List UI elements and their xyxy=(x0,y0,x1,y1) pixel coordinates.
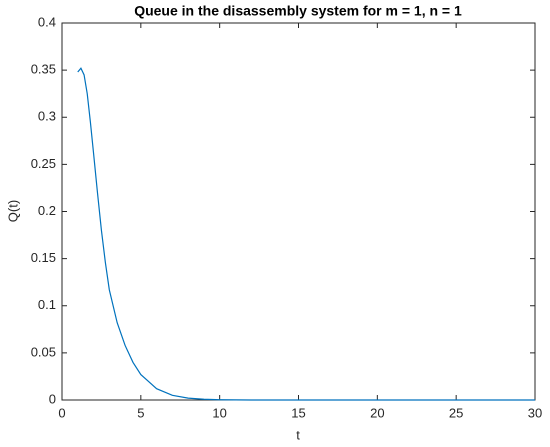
x-tick-label: 20 xyxy=(370,405,384,420)
y-tick-label: 0.1 xyxy=(38,297,56,312)
x-tick-label: 15 xyxy=(291,405,305,420)
y-tick-label: 0.2 xyxy=(38,203,56,218)
x-axis-label: t xyxy=(296,427,300,442)
y-tick-label: 0.15 xyxy=(31,250,56,265)
y-tick-label: 0.25 xyxy=(31,156,56,171)
chart-title: Queue in the disassembly system for m = … xyxy=(134,3,462,19)
x-tick-label: 10 xyxy=(212,405,226,420)
x-tick-label: 30 xyxy=(528,405,542,420)
x-tick-label: 25 xyxy=(449,405,463,420)
y-tick-label: 0.3 xyxy=(38,109,56,124)
y-tick-label: 0.35 xyxy=(31,62,56,77)
y-axis-label: Q(t) xyxy=(5,200,20,222)
x-tick-label: 5 xyxy=(137,405,144,420)
y-tick-label: 0.05 xyxy=(31,344,56,359)
y-tick-label: 0.4 xyxy=(38,14,56,29)
plot-area xyxy=(61,22,536,401)
x-tick-label: 0 xyxy=(58,405,65,420)
y-tick-label: 0 xyxy=(49,391,56,406)
data-line xyxy=(77,67,535,401)
